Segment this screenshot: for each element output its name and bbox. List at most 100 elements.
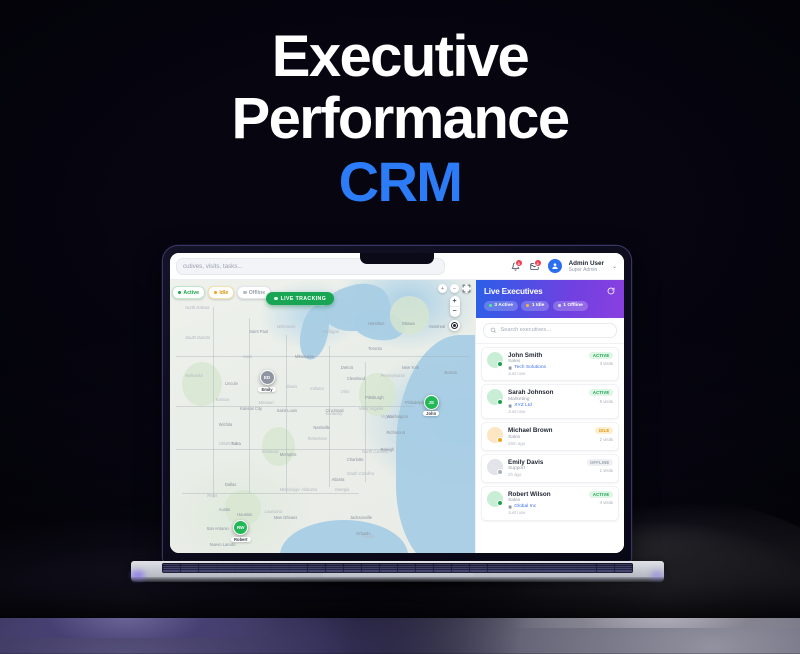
live-executives-panel: Live Executives 3 Active <box>475 280 624 553</box>
company-name: Global Inc <box>514 504 537 510</box>
visits-count: 2 visits <box>599 436 613 442</box>
zoom-out-button[interactable]: − <box>452 308 457 316</box>
list-item[interactable]: Michael Brown Sales 28m ago IDLE 2 visit… <box>481 422 619 451</box>
user-role: Super Admin <box>568 266 598 273</box>
base-glow-right <box>644 565 670 585</box>
status-badge: ACTIVE <box>589 389 613 397</box>
map-terrain <box>389 296 430 335</box>
executives-list[interactable]: John Smith Sales Tech Solutions Just now… <box>476 344 624 554</box>
map-status-filters: Active Idle Offline <box>172 286 272 299</box>
badge-label: 3 Active <box>494 303 513 309</box>
refresh-icon[interactable] <box>606 286 616 296</box>
map-label: Virginia <box>380 413 395 419</box>
map-marker-emily[interactable]: ED Emily <box>258 370 276 392</box>
map-marker-john[interactable]: JS John <box>423 394 440 417</box>
marker-pin: ED <box>259 370 275 386</box>
executive-info: Michael Brown Sales 28m ago <box>508 427 590 446</box>
locate-icon[interactable] <box>449 319 460 331</box>
map-marker-robert[interactable]: RW Robert <box>231 520 251 542</box>
filter-chip-idle[interactable]: Idle <box>207 286 235 299</box>
badge-label: 1 Idle <box>531 303 545 309</box>
badge-idle[interactable]: 1 Idle <box>521 301 550 311</box>
map-label: Tulsa <box>231 441 241 447</box>
map-label: Missouri <box>258 400 274 406</box>
badge-active[interactable]: 3 Active <box>484 301 518 311</box>
executive-name: Emily Davis <box>508 458 544 466</box>
list-item[interactable]: Emily Davis Support 2h ago OFFLINE 1 vis… <box>481 453 619 483</box>
executive-company: XYZ Ltd <box>508 403 584 409</box>
user-avatar-icon[interactable] <box>547 259 562 273</box>
laptop-trackpad <box>322 572 473 578</box>
map-label: Illinois <box>285 383 298 389</box>
filter-label: Offline <box>248 289 266 296</box>
laptop-base-edge <box>131 577 664 582</box>
map-label: Wichita <box>218 421 233 427</box>
zoom-in-circle-icon[interactable]: + <box>438 284 447 293</box>
chevron-down-icon[interactable]: ⌄ <box>611 263 617 270</box>
user-info[interactable]: Admin User Super Admin <box>569 260 604 273</box>
executive-info: Sarah Johnson Marketing XYZ Ltd Just now <box>508 389 584 414</box>
laptop-screen: cutives, visits, tasks... 3 2 <box>170 253 624 553</box>
map-controls-top-row: + − <box>438 284 471 293</box>
search-executives-input[interactable]: Search executives... <box>483 322 617 338</box>
executive-meta: IDLE 2 visits <box>595 427 613 442</box>
map-canvas[interactable]: North Dakota South Dakota Nebraska Iowa … <box>170 280 475 553</box>
badge-offline[interactable]: 1 Offline <box>552 301 588 311</box>
laptop-keyboard <box>162 562 633 573</box>
map-label: Nebraska <box>185 372 203 378</box>
panel-search: Search executives... <box>476 318 624 344</box>
bell-icon[interactable]: 3 <box>510 259 523 272</box>
filter-chip-offline[interactable]: Offline <box>237 286 272 299</box>
map-label: Houston <box>237 512 253 518</box>
laptop-mockup: cutives, visits, tasks... 3 2 <box>153 238 641 568</box>
zoom-out-circle-icon[interactable]: − <box>450 284 459 293</box>
status-dot-idle <box>526 304 530 308</box>
avatar <box>487 389 503 406</box>
zoom-in-button[interactable]: + <box>452 297 457 305</box>
filter-chip-active[interactable]: Active <box>172 286 205 299</box>
status-dot-active <box>178 290 182 295</box>
keyboard-keys <box>163 563 632 572</box>
executive-role: Sales <box>508 434 521 440</box>
expand-icon[interactable] <box>462 284 471 293</box>
map-label: Cincinnati <box>325 408 344 414</box>
visits-count: 5 visits <box>599 398 613 404</box>
map-controls: + − + − <box>438 284 471 331</box>
executive-meta: ACTIVE 4 visits <box>589 490 613 505</box>
list-item[interactable]: Sarah Johnson Marketing XYZ Ltd Just now… <box>481 384 619 420</box>
executive-time: 2h ago <box>508 472 522 478</box>
building-icon <box>508 505 512 509</box>
mail-icon[interactable]: 2 <box>529 259 542 272</box>
map-label: Milwaukee <box>295 353 315 359</box>
marker-label: Emily <box>258 386 276 392</box>
map-label: South Dakota <box>185 334 211 340</box>
executive-time: Just now <box>508 408 526 414</box>
app-body: North Dakota South Dakota Nebraska Iowa … <box>170 280 624 553</box>
executive-time: 28m ago <box>508 440 526 446</box>
global-search-placeholder: cutives, visits, tasks... <box>183 262 243 270</box>
panel-title: Live Executives <box>484 286 543 296</box>
list-item[interactable]: John Smith Sales Tech Solutions Just now… <box>481 346 619 382</box>
executive-role: Marketing <box>508 396 530 402</box>
panel-header: Live Executives 3 Active <box>476 280 624 318</box>
map-label: Richmond <box>386 430 405 436</box>
map-border <box>212 307 214 499</box>
map-terrain <box>182 361 222 406</box>
status-badge: OFFLINE <box>586 458 613 466</box>
status-dot <box>496 500 503 507</box>
executive-name: Sarah Johnson <box>508 389 554 397</box>
visits-count: 1 visits <box>599 468 613 474</box>
list-item[interactable]: Robert Wilson Sales Global Inc Just now … <box>481 485 619 521</box>
avatar <box>487 490 503 507</box>
map-label: Montreal <box>429 323 446 329</box>
map-label: Cleveland <box>346 375 366 381</box>
notifications-badge: 3 <box>514 259 523 267</box>
executive-name: Robert Wilson <box>508 490 551 498</box>
marker-label: Robert <box>231 536 251 542</box>
map-label: Atlanta <box>331 476 345 482</box>
status-dot-offline <box>557 304 561 308</box>
building-icon <box>508 366 512 370</box>
live-tracking-badge[interactable]: LIVE TRACKING <box>266 292 335 305</box>
map-label: Wisconsin <box>276 323 296 329</box>
map-label: Hamilton <box>368 320 385 326</box>
